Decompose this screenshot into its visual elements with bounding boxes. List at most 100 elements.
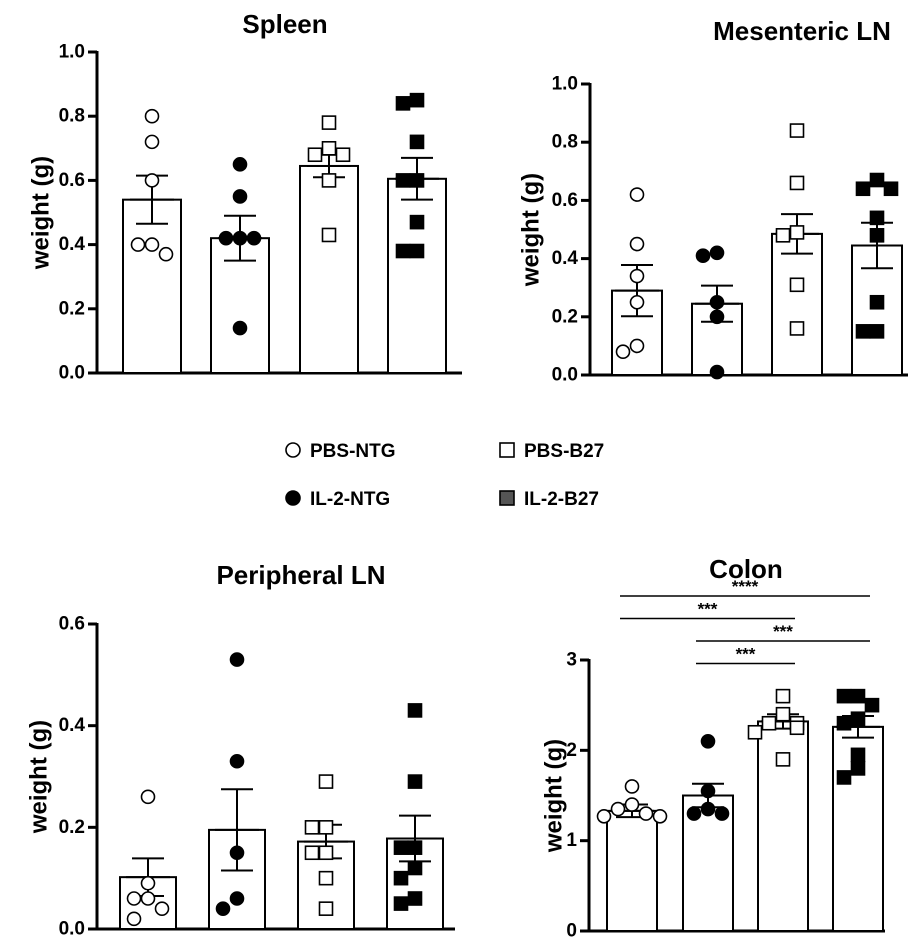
data-point <box>775 706 791 722</box>
data-point <box>864 697 880 713</box>
chart-title: Mesenteric LN <box>713 16 891 46</box>
legend-label: PBS-B27 <box>524 441 604 462</box>
data-point <box>629 294 645 310</box>
y-axis-label: weight (g) <box>517 173 544 287</box>
data-point <box>638 806 654 821</box>
legend: PBS-NTG PBS-B27 IL-2-NTG IL-2-B27 <box>285 441 604 510</box>
y-tick-label: 0.4 <box>552 248 579 269</box>
data-point <box>229 891 245 906</box>
data-point <box>700 783 716 799</box>
data-point <box>409 134 425 150</box>
y-tick-label: 0.2 <box>59 817 85 838</box>
data-point <box>855 324 871 339</box>
y-tick-label: 1.0 <box>552 74 578 95</box>
data-point <box>709 245 725 261</box>
data-point <box>307 147 323 163</box>
data-point <box>144 108 160 124</box>
bar-1 <box>606 809 658 933</box>
chart-title: Spleen <box>242 9 327 39</box>
data-point <box>714 806 730 821</box>
data-point <box>407 891 423 906</box>
data-point <box>229 652 245 667</box>
data-point <box>709 294 725 310</box>
y-tick-label: 3 <box>566 650 577 671</box>
significance-label: *** <box>698 600 718 619</box>
data-point <box>215 901 231 916</box>
data-point <box>229 753 245 769</box>
y-tick-label: 0.8 <box>59 106 85 127</box>
legend-item: PBS-B27 <box>499 441 604 462</box>
data-point <box>686 806 702 821</box>
data-point <box>140 875 156 891</box>
data-point <box>789 321 805 336</box>
data-point <box>407 703 423 718</box>
y-tick-label: 0.6 <box>59 170 85 191</box>
data-point <box>232 189 248 204</box>
data-point <box>624 797 640 812</box>
data-point <box>700 801 716 817</box>
data-point <box>409 173 425 188</box>
data-point <box>321 227 337 243</box>
significance-label: *** <box>736 645 756 664</box>
bar-1 <box>122 198 182 374</box>
data-point <box>789 277 805 293</box>
chart-panel-2: Mesenteric LN weight (g) 0.0 0.2 0.4 0.6 0.8 1.… <box>517 16 908 386</box>
y-axis-label: weight (g) <box>540 739 567 853</box>
data-point <box>395 243 411 259</box>
data-point <box>318 820 334 835</box>
data-point <box>869 324 885 339</box>
data-point <box>775 688 791 704</box>
data-point <box>883 181 899 197</box>
legend-label: IL-2-B27 <box>524 489 599 510</box>
data-point <box>321 115 337 130</box>
data-point <box>154 901 170 916</box>
data-point <box>761 715 777 731</box>
data-point <box>218 230 234 246</box>
data-point <box>850 688 866 704</box>
data-point <box>596 808 612 824</box>
data-point <box>395 173 411 188</box>
data-point <box>409 92 425 108</box>
bar-3 <box>299 164 359 374</box>
chart-panel-1: Spleen weight (g) 0.0 0.2 0.4 0.6 0.8 1.0 <box>27 9 462 384</box>
legend-marker <box>499 442 515 458</box>
significance-label: *** <box>773 622 793 641</box>
y-tick-label: 0.8 <box>552 132 578 153</box>
data-point <box>393 840 409 855</box>
data-point <box>321 141 337 156</box>
chart-panel-3: Peripheral LN weight (g) 0.0 0.2 0.4 0.6 <box>25 560 455 939</box>
data-point <box>304 845 320 861</box>
data-point <box>232 157 248 172</box>
data-point <box>836 770 852 785</box>
y-tick-label: 0.2 <box>59 298 85 319</box>
data-point <box>610 801 626 817</box>
data-point <box>652 808 668 824</box>
data-point <box>775 228 791 243</box>
legend-item: PBS-NTG <box>285 441 396 462</box>
significance-bracket: *** <box>696 622 870 642</box>
data-point <box>304 820 320 835</box>
y-tick-label: 0.6 <box>552 190 578 211</box>
bar-4 <box>387 177 447 374</box>
data-point <box>140 891 156 906</box>
legend-marker <box>285 490 301 506</box>
data-point <box>700 733 716 749</box>
data-point <box>869 228 885 243</box>
chart-title: Colon <box>709 554 783 584</box>
data-point <box>855 181 871 197</box>
data-point <box>335 147 351 163</box>
data-point <box>395 96 411 111</box>
data-point <box>836 715 852 731</box>
data-point <box>229 845 245 861</box>
data-point <box>140 789 156 805</box>
data-point <box>318 901 334 916</box>
y-axis-label: weight (g) <box>27 156 54 270</box>
data-point <box>407 860 423 876</box>
data-point <box>775 752 791 767</box>
data-point <box>393 896 409 911</box>
data-point <box>126 891 142 906</box>
data-point <box>850 711 866 727</box>
data-point <box>789 720 805 736</box>
